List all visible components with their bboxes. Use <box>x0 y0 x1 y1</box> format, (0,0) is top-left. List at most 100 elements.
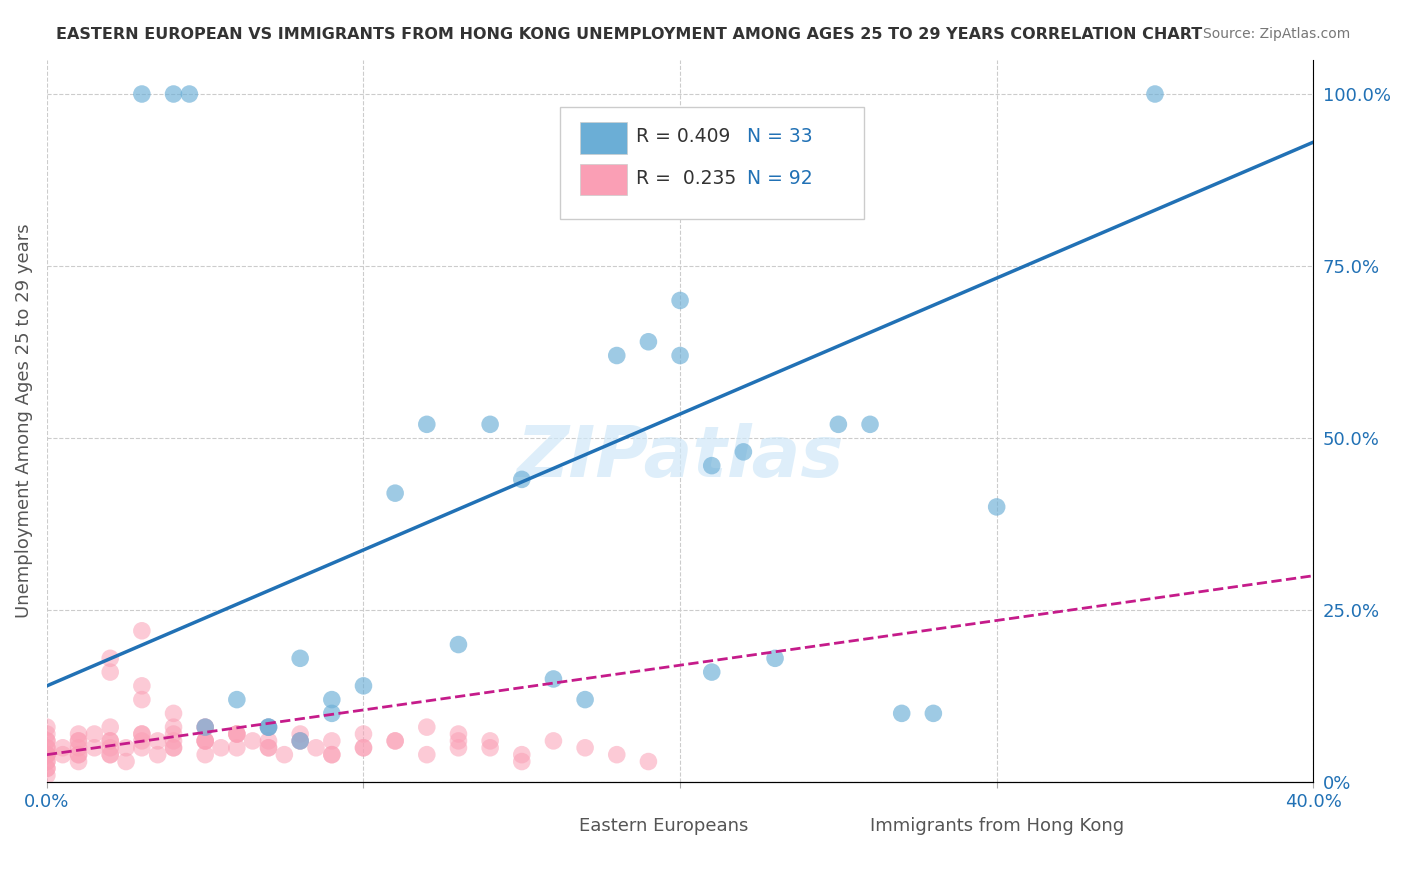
Point <box>162 720 184 734</box>
Point <box>384 486 406 500</box>
Point <box>700 665 723 679</box>
Point <box>98 720 121 734</box>
Point <box>510 747 533 762</box>
Point <box>479 734 502 748</box>
Point <box>257 740 280 755</box>
Point <box>131 727 153 741</box>
Point <box>146 734 169 748</box>
Point <box>98 734 121 748</box>
Point <box>131 727 153 741</box>
Point <box>131 624 153 638</box>
Text: Immigrants from Hong Kong: Immigrants from Hong Kong <box>870 816 1125 835</box>
Point <box>321 706 343 721</box>
Point <box>922 706 945 721</box>
FancyBboxPatch shape <box>526 812 568 838</box>
Point <box>447 727 470 741</box>
Point <box>115 740 138 755</box>
Point <box>321 692 343 706</box>
Point <box>700 458 723 473</box>
Point <box>146 747 169 762</box>
Point <box>209 740 232 755</box>
Point <box>35 747 58 762</box>
Point <box>416 747 439 762</box>
Point <box>288 727 311 741</box>
Point <box>288 734 311 748</box>
Point <box>510 472 533 486</box>
Point <box>447 638 470 652</box>
Point <box>35 768 58 782</box>
Point <box>353 679 375 693</box>
Point <box>52 740 75 755</box>
Point <box>225 727 247 741</box>
Point <box>416 720 439 734</box>
Point <box>242 734 264 748</box>
Point <box>606 349 628 363</box>
Text: EASTERN EUROPEAN VS IMMIGRANTS FROM HONG KONG UNEMPLOYMENT AMONG AGES 25 TO 29 Y: EASTERN EUROPEAN VS IMMIGRANTS FROM HONG… <box>56 27 1202 42</box>
Point <box>986 500 1008 514</box>
Point <box>225 727 247 741</box>
Point <box>98 747 121 762</box>
Point <box>288 651 311 665</box>
Point <box>67 740 90 755</box>
Point <box>606 747 628 762</box>
Point <box>827 417 849 432</box>
Point <box>52 747 75 762</box>
Point <box>194 734 217 748</box>
Point <box>669 293 692 308</box>
Point <box>1143 87 1166 101</box>
Point <box>416 417 439 432</box>
Point <box>194 720 217 734</box>
Point <box>273 747 295 762</box>
Point <box>543 734 565 748</box>
FancyBboxPatch shape <box>817 812 860 838</box>
Point <box>305 740 328 755</box>
Point <box>257 740 280 755</box>
Point <box>35 727 58 741</box>
Point <box>35 755 58 769</box>
Point <box>83 740 105 755</box>
Point <box>35 734 58 748</box>
Point <box>83 727 105 741</box>
Point <box>321 734 343 748</box>
Point <box>98 740 121 755</box>
Text: Eastern Europeans: Eastern Europeans <box>579 816 748 835</box>
Point <box>35 761 58 775</box>
Point <box>637 334 659 349</box>
Point <box>162 740 184 755</box>
Point <box>179 87 201 101</box>
Point <box>162 734 184 748</box>
Text: R =  0.235: R = 0.235 <box>636 169 735 187</box>
Point <box>162 87 184 101</box>
Point <box>35 734 58 748</box>
Point <box>669 349 692 363</box>
Point <box>574 740 596 755</box>
FancyBboxPatch shape <box>581 121 627 153</box>
Point <box>353 740 375 755</box>
Point <box>67 734 90 748</box>
FancyBboxPatch shape <box>581 163 627 195</box>
Point <box>131 87 153 101</box>
Text: R = 0.409: R = 0.409 <box>636 127 730 145</box>
Point <box>321 747 343 762</box>
Point <box>162 706 184 721</box>
Y-axis label: Unemployment Among Ages 25 to 29 years: Unemployment Among Ages 25 to 29 years <box>15 224 32 618</box>
Point <box>98 665 121 679</box>
Point <box>447 734 470 748</box>
Point <box>574 692 596 706</box>
Point <box>194 747 217 762</box>
Text: ZIPatlas: ZIPatlas <box>516 423 844 491</box>
Point <box>479 417 502 432</box>
Point <box>67 727 90 741</box>
Text: N = 33: N = 33 <box>747 127 813 145</box>
Point <box>479 740 502 755</box>
Point <box>194 720 217 734</box>
Point <box>225 727 247 741</box>
Point <box>131 740 153 755</box>
Point <box>543 672 565 686</box>
Point <box>98 651 121 665</box>
Point <box>131 679 153 693</box>
Point <box>98 747 121 762</box>
Point <box>353 740 375 755</box>
Point <box>257 734 280 748</box>
Point <box>384 734 406 748</box>
